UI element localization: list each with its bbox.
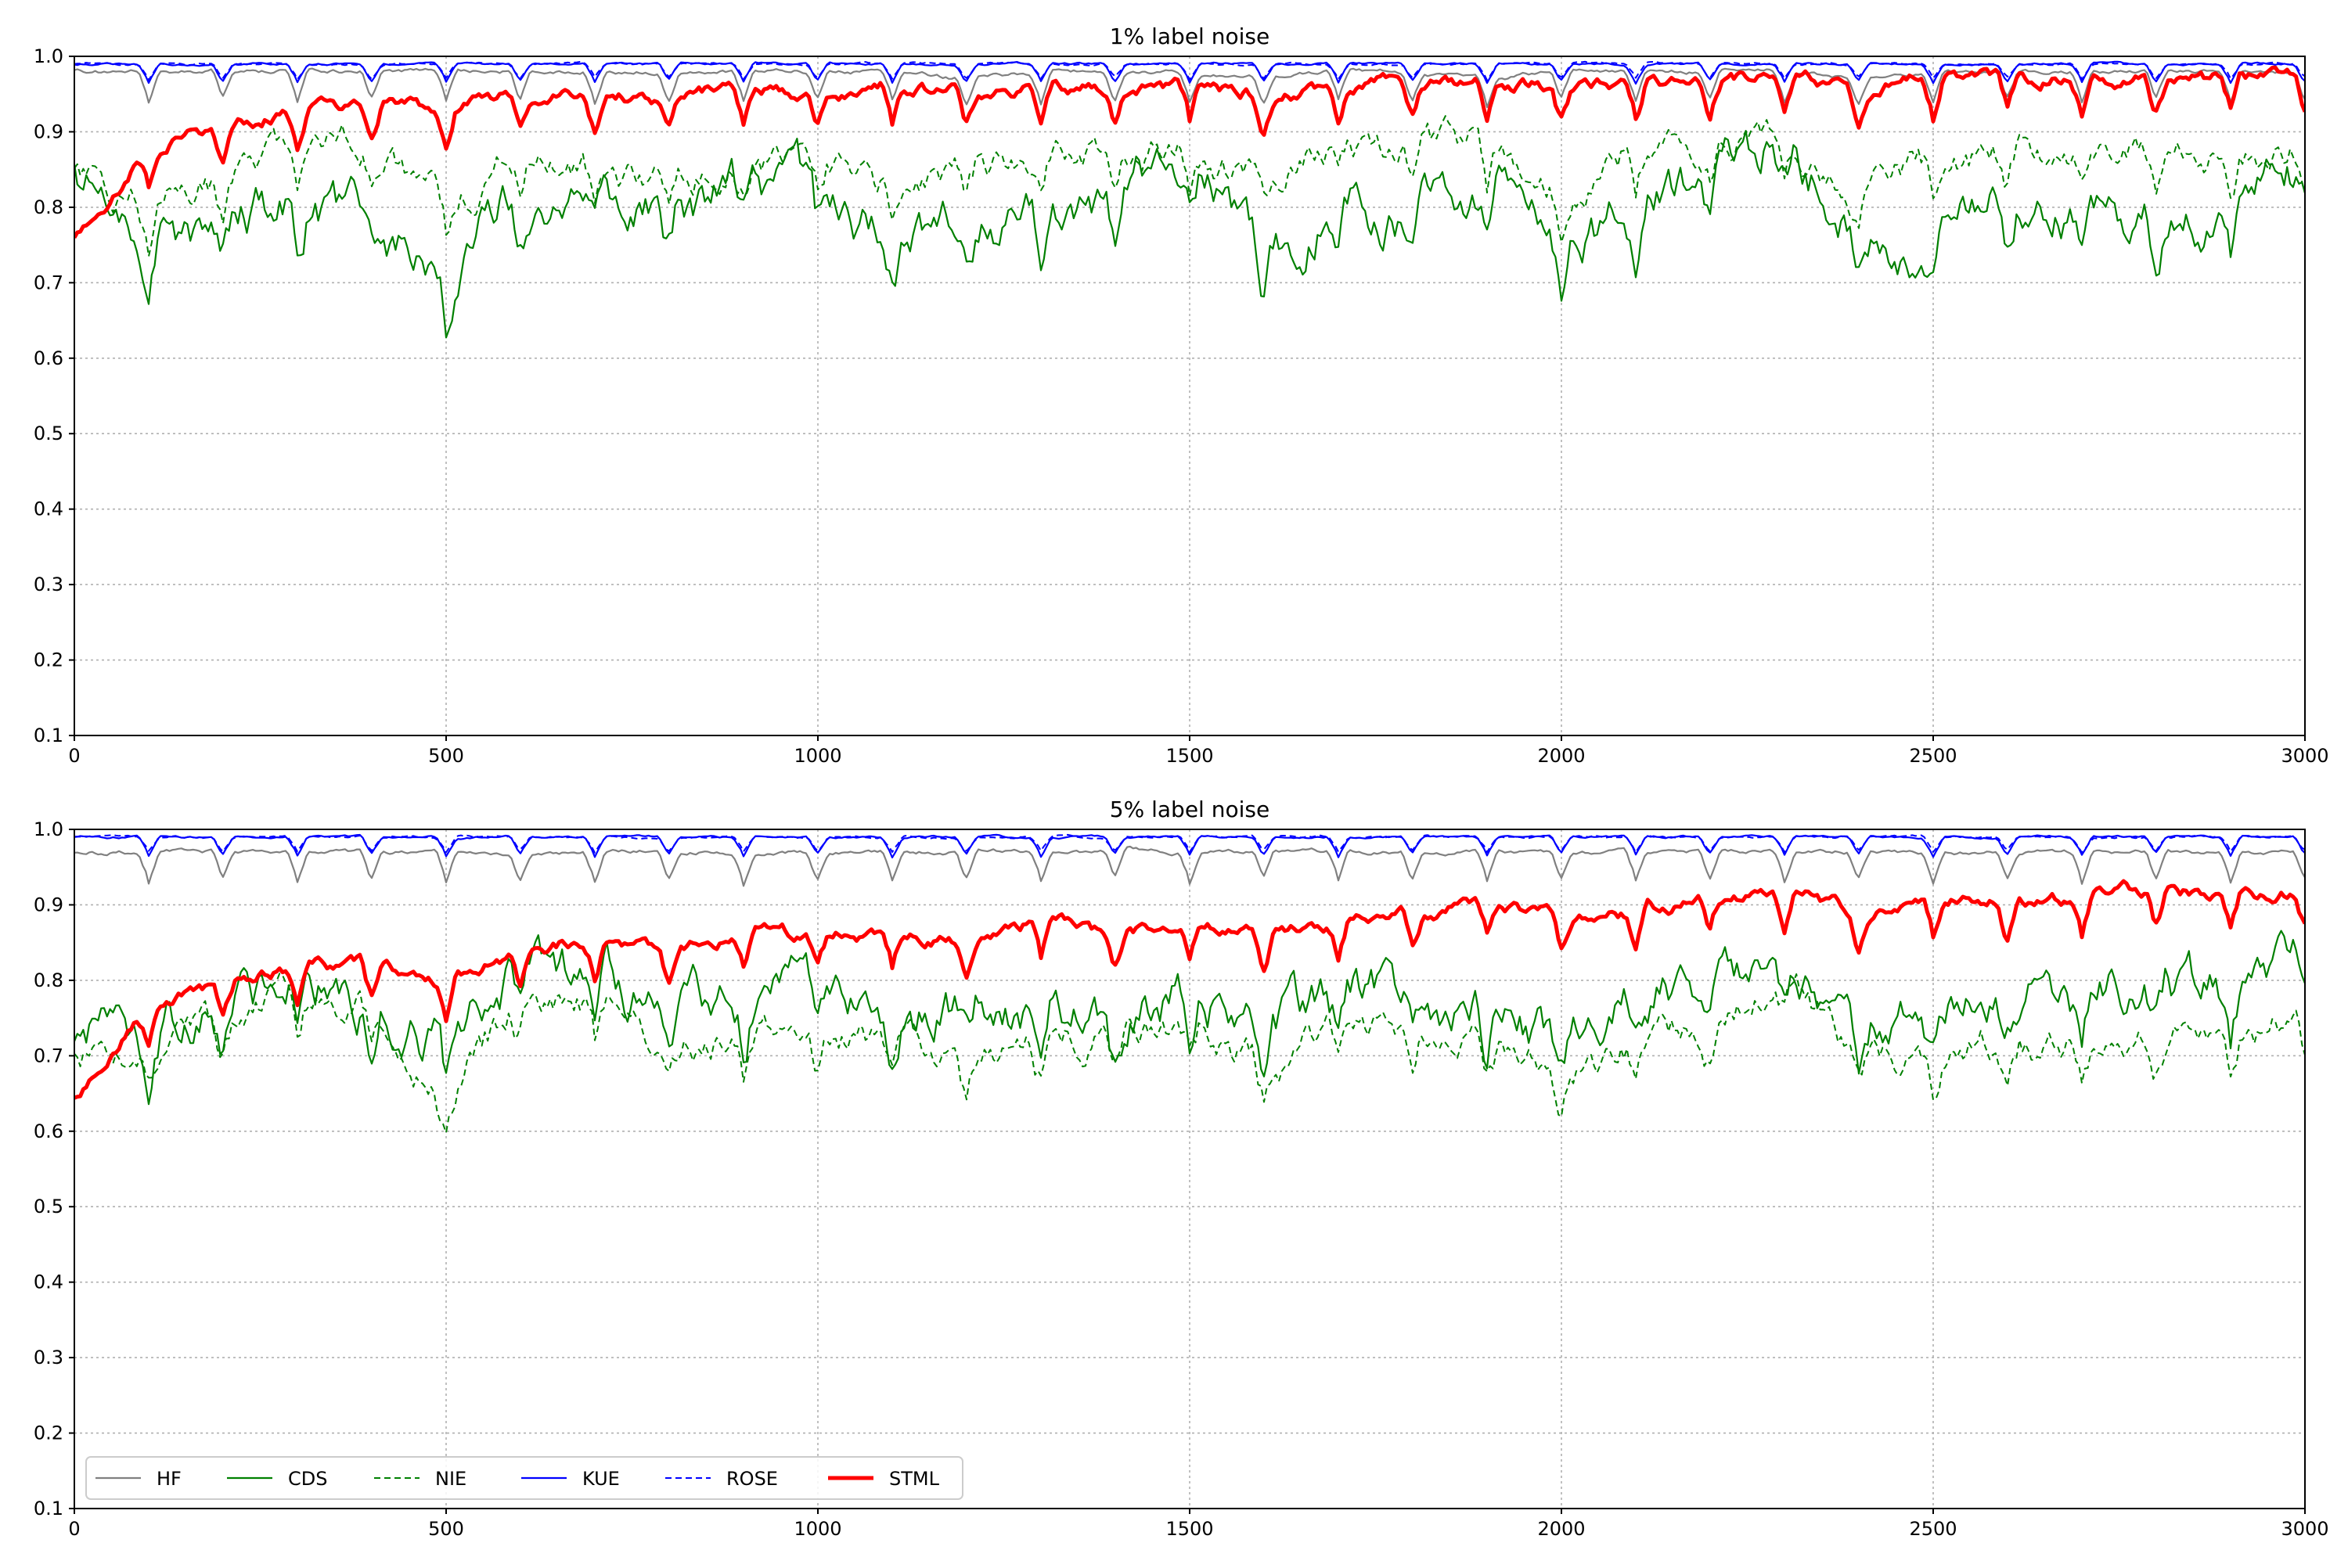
series-group bbox=[74, 60, 2305, 339]
y-tick-label: 0.6 bbox=[34, 1120, 63, 1142]
x-tick-label: 2000 bbox=[1537, 745, 1585, 767]
y-tick-label: 0.3 bbox=[34, 1347, 63, 1368]
x-tick-label: 0 bbox=[68, 745, 80, 767]
y-tick-label: 0.5 bbox=[34, 1196, 63, 1217]
y-tick-label: 0.4 bbox=[34, 498, 63, 520]
panel-title: 5% label noise bbox=[1110, 797, 1269, 822]
x-tick-label: 2000 bbox=[1537, 1518, 1585, 1540]
series-line-cds bbox=[74, 930, 2305, 1106]
tick-group: 0 500 1000 1500 2000 2500 3000 0.1 0.2 0.3 0.4 0.5 0… bbox=[34, 818, 2329, 1540]
series-line-nie bbox=[74, 115, 2305, 257]
x-tick-label: 500 bbox=[428, 1518, 464, 1540]
y-tick-label: 0.4 bbox=[34, 1271, 63, 1293]
series-line-cds bbox=[74, 130, 2305, 339]
legend-label-hf: HF bbox=[157, 1468, 182, 1490]
x-tick-label: 3000 bbox=[2281, 1518, 2328, 1540]
x-tick-label: 3000 bbox=[2281, 745, 2328, 767]
x-tick-label: 500 bbox=[428, 745, 464, 767]
y-tick-label: 1.0 bbox=[34, 45, 63, 67]
x-tick-label: 1500 bbox=[1165, 745, 1213, 767]
y-tick-label: 0.7 bbox=[34, 1045, 63, 1066]
legend-label-nie: NIE bbox=[435, 1468, 466, 1490]
x-tick-label: 1000 bbox=[794, 1518, 841, 1540]
y-tick-label: 0.9 bbox=[34, 120, 63, 142]
y-tick-label: 0.1 bbox=[34, 725, 63, 746]
y-tick-label: 0.3 bbox=[34, 574, 63, 595]
y-tick-label: 0.8 bbox=[34, 196, 63, 218]
series-line-stml bbox=[74, 65, 2305, 239]
y-tick-label: 0.5 bbox=[34, 423, 63, 444]
legend: HF CDS NIE KUE ROSE STML bbox=[85, 1456, 963, 1500]
series-line-kue bbox=[74, 60, 2305, 85]
y-tick-label: 0.8 bbox=[34, 969, 63, 991]
panel-title: 1% label noise bbox=[1110, 23, 1269, 49]
series-line-hf bbox=[74, 845, 2305, 887]
panel-1pct-label-noise: 0 500 1000 1500 2000 2500 3000 0.1 0.2 0.3 0.4 0.5 0… bbox=[34, 23, 2329, 767]
tick-group: 0 500 1000 1500 2000 2500 3000 0.1 0.2 0.3 0.4 0.5 0… bbox=[34, 45, 2329, 767]
series-line-stml bbox=[74, 879, 2305, 1100]
y-tick-label: 0.2 bbox=[34, 649, 63, 671]
y-tick-label: 0.2 bbox=[34, 1422, 63, 1444]
x-tick-label: 1000 bbox=[794, 745, 841, 767]
series-line-hf bbox=[74, 67, 2305, 109]
y-tick-label: 0.7 bbox=[34, 272, 63, 293]
x-tick-label: 1500 bbox=[1165, 1518, 1213, 1540]
legend-label-stml: STML bbox=[889, 1468, 940, 1490]
y-tick-label: 0.1 bbox=[34, 1498, 63, 1519]
panel-5pct-label-noise: 0 500 1000 1500 2000 2500 3000 0.1 0.2 0.3 0.4 0.5 0… bbox=[34, 797, 2329, 1540]
x-tick-label: 2500 bbox=[1909, 745, 1957, 767]
x-tick-label: 0 bbox=[68, 1518, 80, 1540]
series-line-rose bbox=[74, 833, 2305, 854]
y-tick-label: 0.9 bbox=[34, 894, 63, 915]
legend-label-cds: CDS bbox=[288, 1468, 327, 1490]
legend-label-rose: ROSE bbox=[726, 1468, 778, 1490]
series-group bbox=[74, 833, 2305, 1134]
series-line-rose bbox=[74, 60, 2305, 81]
series-line-kue bbox=[74, 833, 2305, 859]
x-tick-label: 2500 bbox=[1909, 1518, 1957, 1540]
series-line-nie bbox=[74, 973, 2305, 1134]
legend-label-kue: KUE bbox=[582, 1468, 620, 1490]
y-tick-label: 1.0 bbox=[34, 818, 63, 840]
y-tick-label: 0.6 bbox=[34, 347, 63, 369]
